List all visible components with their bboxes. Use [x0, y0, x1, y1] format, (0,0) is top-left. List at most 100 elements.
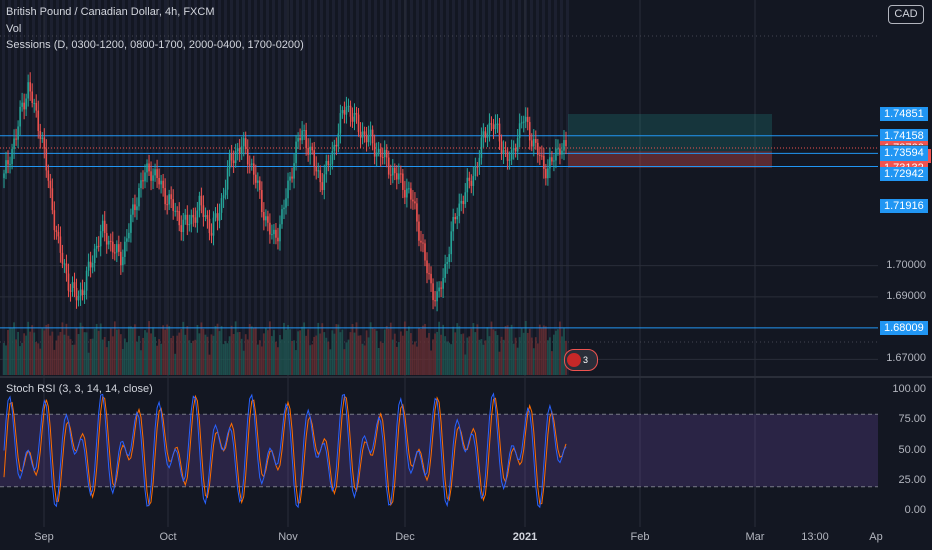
volume-bar	[224, 341, 227, 375]
candle	[349, 105, 352, 117]
candle	[7, 160, 9, 165]
volume-bar	[142, 337, 144, 375]
volume-bar	[389, 322, 392, 375]
volume-bar	[254, 327, 257, 375]
volume-indicator-label[interactable]: Vol	[6, 23, 22, 35]
price-label[interactable]: 1.74851	[880, 107, 928, 122]
currency-button[interactable]: CAD	[888, 5, 924, 24]
candle	[514, 148, 517, 152]
candle	[454, 216, 457, 220]
volume-bar	[59, 331, 62, 375]
candle	[470, 180, 473, 186]
volume-bar	[393, 333, 396, 375]
volume-bar	[361, 343, 364, 375]
volume-bar	[512, 343, 515, 375]
candle	[212, 217, 215, 236]
candle	[410, 188, 412, 200]
volume-bar	[103, 337, 106, 375]
candle	[170, 194, 172, 200]
candle	[551, 157, 553, 162]
events-badge[interactable]: 3	[564, 349, 598, 371]
volume-bar	[164, 329, 167, 375]
candle	[422, 242, 424, 244]
candle	[337, 133, 340, 147]
volume-bar	[226, 343, 229, 375]
volume-bar	[293, 340, 295, 375]
volume-bar	[482, 344, 485, 375]
volume-bar	[49, 335, 52, 375]
candle	[275, 229, 277, 238]
volume-bar	[353, 332, 356, 375]
price-tick-label: 1.69000	[886, 289, 926, 302]
volume-bar	[236, 332, 239, 375]
candle	[313, 150, 316, 167]
candle	[182, 219, 185, 233]
volume-bar	[228, 336, 231, 375]
candle	[130, 214, 132, 233]
volume-bar	[490, 321, 493, 375]
volume-bar	[321, 323, 324, 375]
candle	[154, 169, 156, 176]
candle	[23, 102, 25, 110]
volume-bar	[508, 328, 511, 375]
volume-bar	[540, 328, 543, 375]
volume-bar	[89, 338, 92, 375]
volume-bar	[172, 335, 175, 375]
volume-bar	[152, 327, 154, 375]
candle	[190, 214, 193, 225]
candle	[9, 163, 11, 165]
candle	[385, 149, 388, 158]
candle	[539, 154, 541, 156]
volume-bar	[246, 339, 249, 375]
candle	[47, 170, 50, 181]
candle	[361, 131, 364, 138]
price-label[interactable]: 1.74158	[880, 128, 928, 143]
candle	[474, 166, 477, 177]
stoch-rsi-label[interactable]: Stoch RSI (3, 3, 14, 14, close)	[6, 383, 153, 395]
candle	[317, 170, 320, 172]
volume-bar	[325, 337, 328, 375]
time-tick-label: Feb	[630, 531, 650, 543]
volume-bar	[559, 321, 561, 375]
volume-bar	[377, 348, 380, 375]
candle	[480, 137, 483, 158]
volume-bar	[416, 346, 418, 375]
volume-bar	[355, 322, 358, 375]
volume-bar	[496, 335, 499, 375]
volume-bar	[256, 344, 259, 375]
volume-bar	[132, 327, 134, 375]
volume-bar	[428, 333, 430, 375]
candle	[242, 138, 245, 147]
volume-bar	[117, 329, 120, 375]
candle	[398, 173, 400, 180]
candle	[335, 144, 338, 147]
candle	[218, 212, 221, 221]
volume-bar	[127, 326, 130, 375]
candle	[61, 252, 64, 264]
time-tick-label: Ap	[869, 531, 883, 543]
price-label[interactable]: 1.73594	[880, 146, 928, 161]
volume-bar	[148, 321, 150, 375]
volume-bar	[561, 336, 563, 375]
rsi-tick-label: 50.00	[898, 443, 926, 456]
candle	[464, 192, 467, 205]
volume-bar	[260, 346, 263, 375]
volume-bar	[279, 335, 281, 375]
candle	[486, 133, 489, 138]
candle	[257, 180, 259, 183]
volume-bar	[271, 336, 273, 375]
sessions-indicator-label[interactable]: Sessions (D, 0300-1200, 0800-1700, 2000-…	[6, 39, 304, 51]
price-label[interactable]: 1.71916	[880, 198, 928, 213]
candle	[27, 82, 29, 99]
candle	[45, 148, 48, 171]
candle	[162, 180, 164, 189]
volume-bar	[405, 330, 408, 375]
candle	[118, 244, 120, 252]
price-label[interactable]: 1.72942	[880, 166, 928, 181]
candle	[327, 161, 330, 166]
volume-bar	[341, 329, 344, 375]
price-label[interactable]: 1.68009	[880, 320, 928, 335]
candle	[37, 110, 40, 131]
candle	[53, 210, 56, 231]
